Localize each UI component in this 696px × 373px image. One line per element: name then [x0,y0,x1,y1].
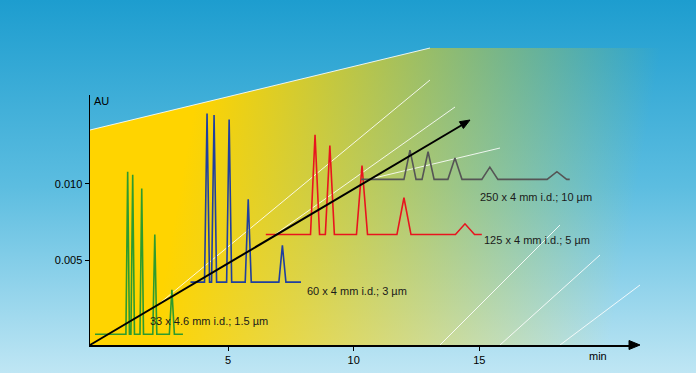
svg-text:60 x 4 mm i.d.; 3 µm: 60 x 4 mm i.d.; 3 µm [307,285,407,297]
svg-text:min: min [589,350,607,362]
svg-text:10: 10 [348,354,360,366]
svg-text:0.005: 0.005 [55,254,83,266]
svg-text:15: 15 [473,354,485,366]
svg-text:0.010: 0.010 [55,178,83,190]
svg-text:33 x 4.6 mm i.d.; 1.5 µm: 33 x 4.6 mm i.d.; 1.5 µm [150,315,268,327]
svg-text:250 x 4 mm i.d.; 10 µm: 250 x 4 mm i.d.; 10 µm [480,191,592,203]
svg-text:5: 5 [225,354,231,366]
svg-text:AU: AU [94,95,109,107]
svg-text:125 x 4 mm i.d.; 5 µm: 125 x 4 mm i.d.; 5 µm [484,234,590,246]
